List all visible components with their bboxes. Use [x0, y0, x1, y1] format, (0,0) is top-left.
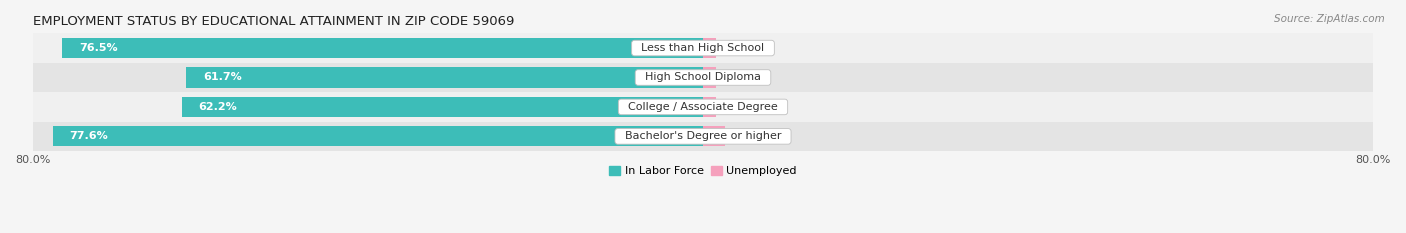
Text: College / Associate Degree: College / Associate Degree — [621, 102, 785, 112]
Text: EMPLOYMENT STATUS BY EDUCATIONAL ATTAINMENT IN ZIP CODE 59069: EMPLOYMENT STATUS BY EDUCATIONAL ATTAINM… — [32, 15, 515, 28]
Text: Source: ZipAtlas.com: Source: ZipAtlas.com — [1274, 14, 1385, 24]
Bar — [32, 92, 1374, 122]
Bar — [703, 97, 716, 117]
Text: Bachelor's Degree or higher: Bachelor's Degree or higher — [617, 131, 789, 141]
Bar — [703, 38, 716, 58]
Bar — [32, 33, 1374, 63]
Bar — [703, 68, 716, 88]
Text: 77.6%: 77.6% — [69, 131, 108, 141]
Text: 62.2%: 62.2% — [198, 102, 238, 112]
Text: 0.0%: 0.0% — [728, 102, 756, 112]
Bar — [703, 126, 724, 146]
Bar — [53, 126, 703, 146]
Bar — [32, 122, 1374, 151]
Text: 0.0%: 0.0% — [728, 43, 756, 53]
Text: 76.5%: 76.5% — [79, 43, 117, 53]
Text: High School Diploma: High School Diploma — [638, 72, 768, 82]
Bar — [186, 68, 703, 88]
Text: 0.0%: 0.0% — [728, 72, 756, 82]
Bar — [181, 97, 703, 117]
Bar — [32, 63, 1374, 92]
Text: 61.7%: 61.7% — [202, 72, 242, 82]
Text: 2.6%: 2.6% — [737, 131, 766, 141]
Text: Less than High School: Less than High School — [634, 43, 772, 53]
Legend: In Labor Force, Unemployed: In Labor Force, Unemployed — [605, 162, 801, 181]
Bar — [62, 38, 703, 58]
